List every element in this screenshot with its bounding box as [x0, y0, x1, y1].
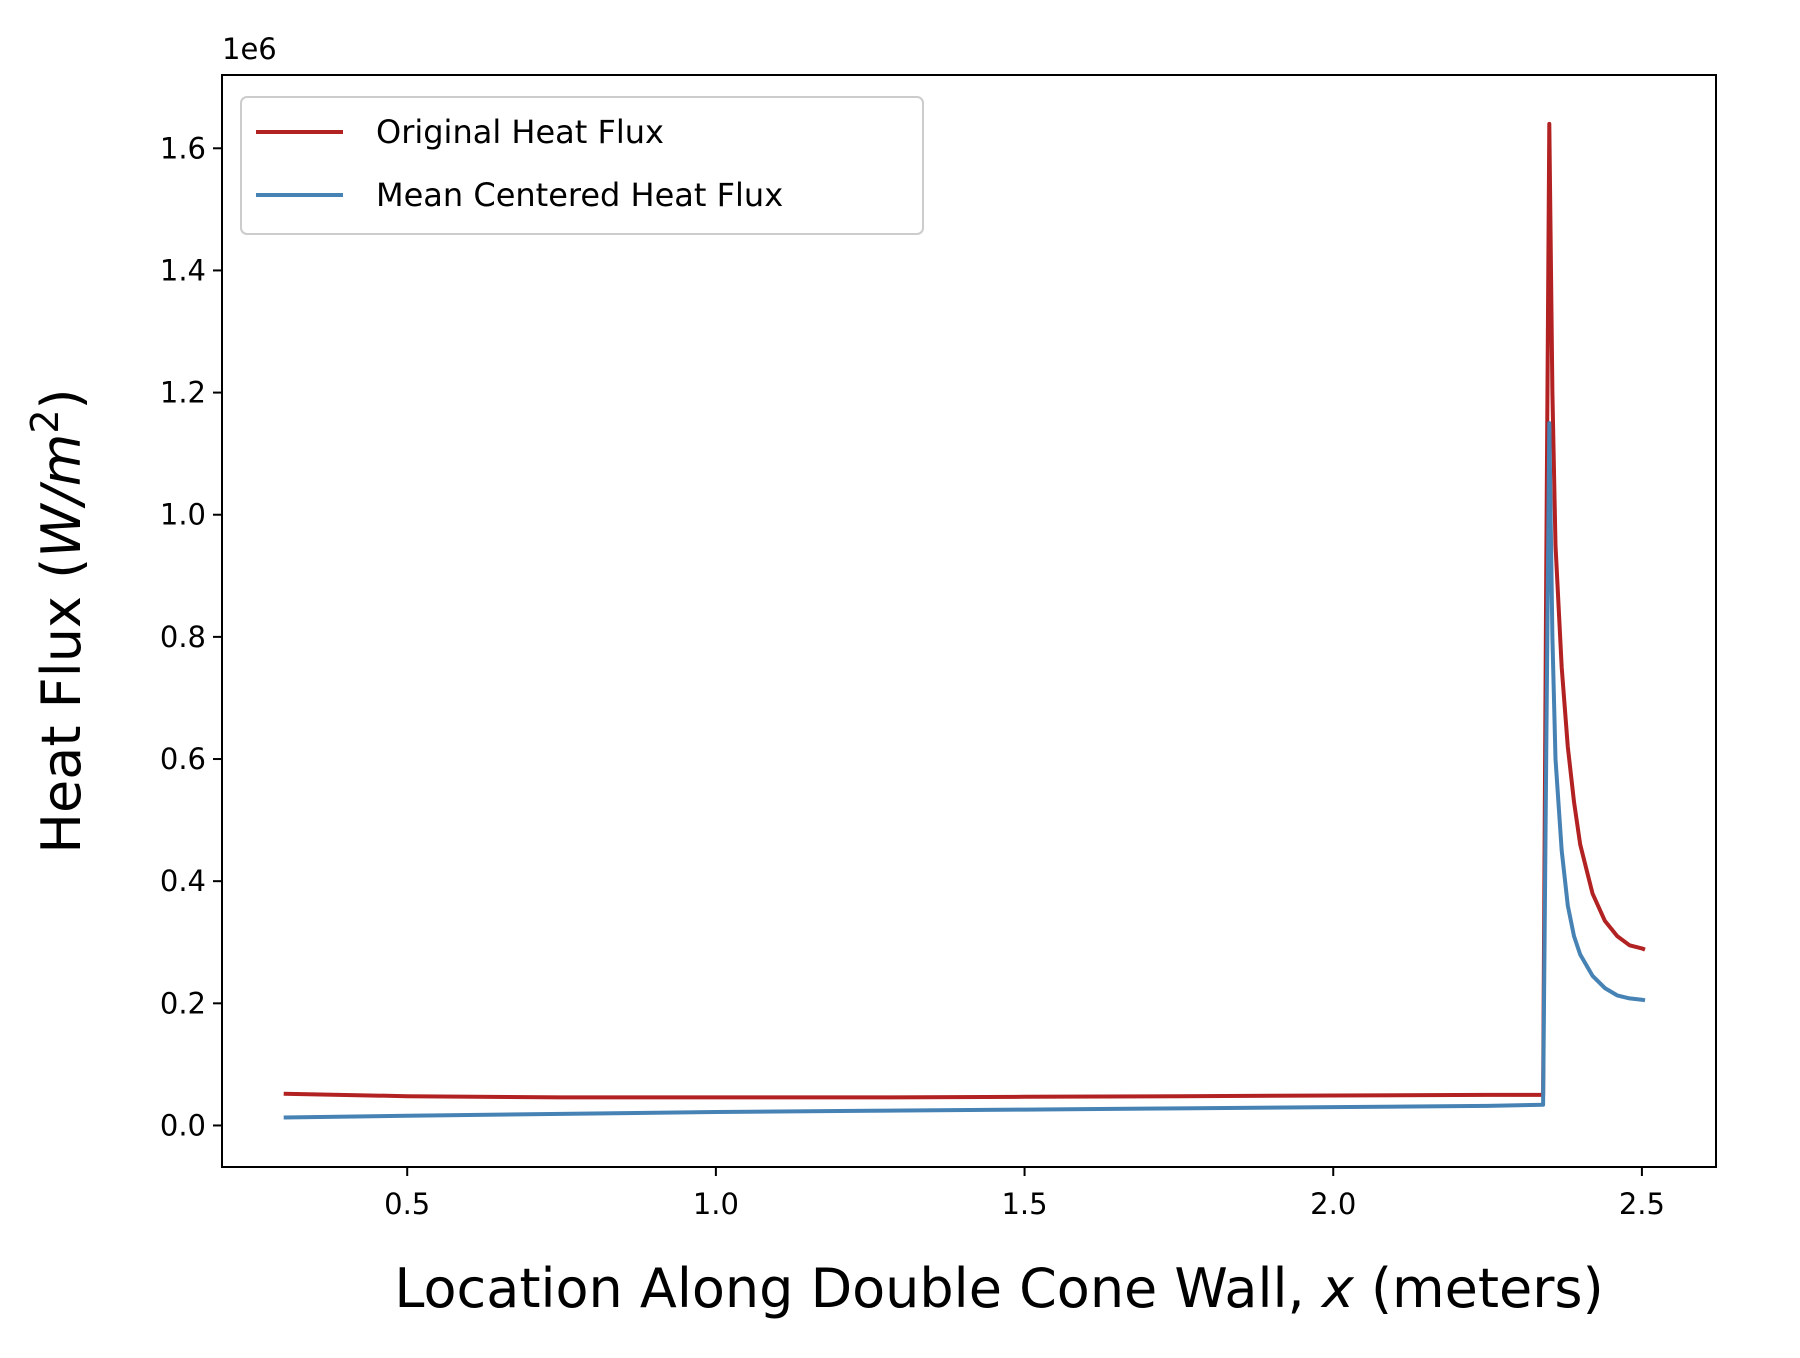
- y-offset-label: 1e6: [222, 32, 277, 66]
- y-tick-label: 0.2: [160, 986, 206, 1020]
- y-tick-label: 1.4: [160, 253, 206, 287]
- x-tick-label: 2.0: [1310, 1187, 1356, 1221]
- y-tick-label: 1.0: [160, 498, 206, 532]
- series-line-2: [283, 421, 1646, 1120]
- x-tick-label: 2.5: [1619, 1187, 1665, 1221]
- x-tick-label: 0.5: [384, 1187, 430, 1221]
- y-tick-label: 1.2: [160, 376, 206, 410]
- y-tick-label: 0.4: [160, 864, 206, 898]
- y-tick-label: 0.8: [160, 620, 206, 654]
- legend: Original Heat Flux Mean Centered Heat Flu…: [240, 96, 924, 235]
- y-tick-label: 0.0: [160, 1108, 206, 1142]
- legend-box: [240, 96, 924, 235]
- series-line-1: [283, 121, 1646, 1100]
- y-axis-title: Heat Flux (W/m2): [23, 388, 93, 853]
- plot-frame: [221, 74, 1717, 1168]
- legend-label-1: Original Heat Flux: [376, 113, 664, 151]
- x-axis-title: Location Along Double Cone Wall, x (mete…: [394, 1257, 1603, 1320]
- y-tick-label: 0.6: [160, 742, 206, 776]
- x-axis-ticks: 0.5 1.0 1.5 2.0 2.5: [384, 1167, 1665, 1221]
- x-tick-label: 1.0: [693, 1187, 739, 1221]
- series-layer: [283, 121, 1646, 1120]
- legend-label-2: Mean Centered Heat Flux: [376, 176, 783, 214]
- y-tick-label: 1.6: [160, 131, 206, 165]
- y-axis-ticks: 0.0 0.2 0.4 0.6 0.8 1.0 1.2 1.4 1.6: [160, 131, 222, 1142]
- x-tick-label: 1.5: [1001, 1187, 1047, 1221]
